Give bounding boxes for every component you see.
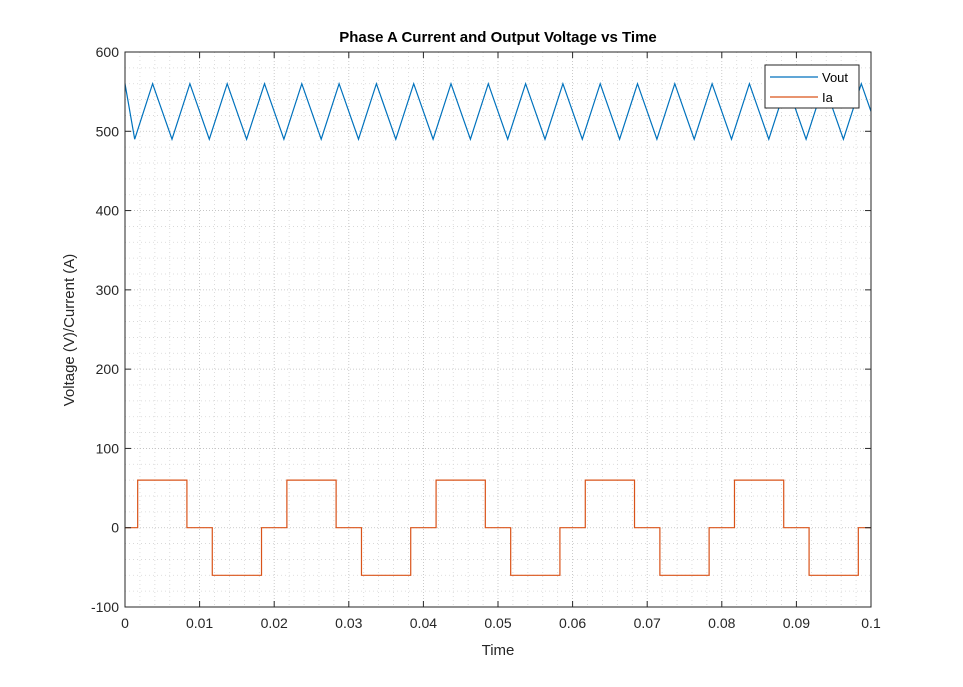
legend-label-vout: Vout xyxy=(822,70,848,85)
x-axis-label: Time xyxy=(482,642,515,659)
x-tick-label: 0.06 xyxy=(559,615,586,631)
y-tick-label: 600 xyxy=(96,44,120,60)
x-tick-label: 0.02 xyxy=(261,615,288,631)
x-tick-labels: 0 0.01 0.02 0.03 0.04 0.05 0.06 0.07 0.08 0.09 0.1 xyxy=(121,615,881,631)
x-tick-label: 0.03 xyxy=(335,615,362,631)
series-layer xyxy=(124,81,872,576)
y-tick-label: 0 xyxy=(111,520,119,536)
x-tick-label: 0 xyxy=(121,615,129,631)
x-tick-label: 0.08 xyxy=(708,615,735,631)
y-tick-label: -100 xyxy=(91,599,119,615)
y-axis-label: Voltage (V)/Current (A) xyxy=(61,254,78,407)
legend-box xyxy=(764,64,860,109)
y-tick-label: 400 xyxy=(96,203,120,219)
y-tick-label: 300 xyxy=(96,282,120,298)
legend-label-ia: Ia xyxy=(822,90,834,105)
series-line-vout xyxy=(124,81,872,142)
y-tick-label: 100 xyxy=(96,440,120,456)
x-tick-label: 0.01 xyxy=(186,615,213,631)
chart-title: Phase A Current and Output Voltage vs Ti… xyxy=(339,29,657,46)
x-tick-label: 0.05 xyxy=(484,615,511,631)
x-tick-label: 0.07 xyxy=(634,615,661,631)
minor-grid xyxy=(125,52,871,607)
x-tick-label: 0.09 xyxy=(783,615,810,631)
y-tick-labels: -100 0 100 200 300 400 500 600 xyxy=(91,44,119,615)
x-tick-label: 0.04 xyxy=(410,615,437,631)
series-line-ia xyxy=(125,479,871,576)
x-tick-label: 0.1 xyxy=(861,615,881,631)
tick-marks xyxy=(124,51,872,608)
y-tick-label: 500 xyxy=(96,123,120,139)
legend[interactable]: Vout Ia xyxy=(764,64,860,109)
y-tick-label: 200 xyxy=(96,361,120,377)
